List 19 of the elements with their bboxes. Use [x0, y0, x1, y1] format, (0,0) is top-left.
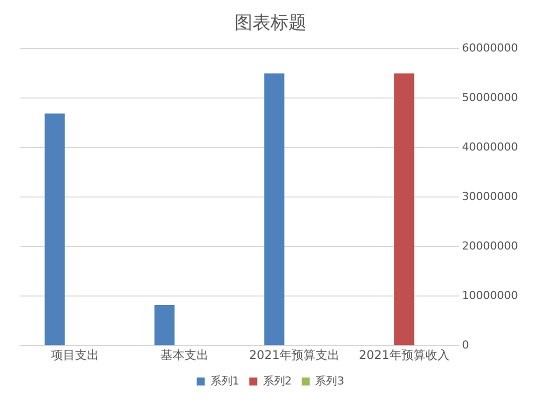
- y-tick-label: 40000000: [462, 140, 518, 154]
- x-tick-label: 基本支出: [160, 348, 209, 362]
- legend-label: 系列2: [262, 374, 292, 388]
- legend-label: 系列1: [210, 374, 240, 388]
- x-tick-label: 2021年预算收入: [358, 348, 450, 362]
- y-tick-label: 30000000: [462, 190, 518, 203]
- x-tick-label: 项目支出: [50, 348, 99, 362]
- legend-label: 系列3: [315, 374, 344, 388]
- y-tick-label: 0: [462, 338, 470, 352]
- bar: [44, 113, 65, 346]
- bar: [264, 73, 284, 346]
- y-tick-label: 50000000: [462, 90, 518, 104]
- bar: [394, 73, 414, 346]
- chart-title: 图表标题: [234, 12, 306, 34]
- y-tick-label: 20000000: [462, 239, 518, 252]
- y-tick-label: 10000000: [462, 288, 518, 302]
- y-tick-label: 60000000: [462, 41, 518, 54]
- x-tick-label: 2021年预算支出: [249, 348, 340, 362]
- bar: [154, 305, 175, 346]
